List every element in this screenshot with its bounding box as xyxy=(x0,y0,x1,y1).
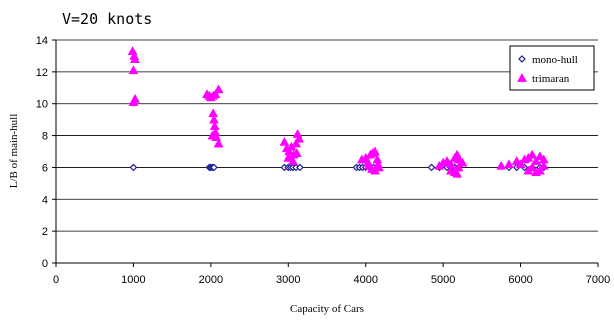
data-point-trimaran xyxy=(279,136,290,146)
x-tick-label: 4000 xyxy=(353,274,377,286)
data-point-trimaran xyxy=(213,84,224,94)
data-point-trimaran xyxy=(515,159,526,169)
y-tick-label: 14 xyxy=(36,35,48,47)
data-point-trimaran xyxy=(496,160,507,170)
legend-marker-trimaran xyxy=(517,72,527,82)
grid-layer xyxy=(56,39,598,232)
data-point-trimaran xyxy=(373,162,384,172)
axes-layer xyxy=(55,40,598,264)
data-point-mono-hull xyxy=(210,163,218,172)
data-point-trimaran xyxy=(452,149,463,159)
x-tick-label: 7000 xyxy=(586,274,610,286)
data-point-trimaran xyxy=(210,89,221,99)
data-point-trimaran xyxy=(504,159,514,169)
data-point-trimaran xyxy=(535,165,545,175)
data-point-trimaran xyxy=(207,130,218,140)
data-point-trimaran xyxy=(291,148,302,157)
y-tick-label: 12 xyxy=(36,67,48,79)
x-tick-label: 5000 xyxy=(431,274,455,286)
data-point-trimaran xyxy=(291,138,301,148)
data-point-trimaran xyxy=(453,162,464,172)
data-point-mono-hull xyxy=(427,163,436,172)
x-axis-label: Capacity of Cars xyxy=(290,303,364,315)
y-tick-label: 8 xyxy=(42,131,48,143)
y-axis-label: L/B of main-hull xyxy=(8,114,20,189)
data-point-trimaran xyxy=(452,168,463,178)
points-layer xyxy=(127,46,549,178)
x-tick-label: 6000 xyxy=(508,274,532,286)
y-tick-label: 2 xyxy=(42,226,48,238)
legend-box xyxy=(509,45,595,91)
legend-label: mono-hull xyxy=(532,54,578,66)
data-point-trimaran xyxy=(527,162,538,172)
data-point-mono-hull xyxy=(129,163,138,172)
ticks-layer: 0 2 4 6 8 10 12 14 0 1000 2000 3000 4000 5000 6000 7000 xyxy=(36,35,610,286)
data-point-trimaran xyxy=(538,160,549,170)
legend-marker-mono-hull xyxy=(518,55,526,63)
data-point-trimaran xyxy=(208,108,219,118)
legend: mono-hull trimaran xyxy=(509,45,595,91)
data-point-trimaran xyxy=(294,133,305,143)
data-point-trimaran xyxy=(288,156,298,165)
y-tick-label: 6 xyxy=(42,162,48,174)
data-point-trimaran xyxy=(292,128,303,138)
y-tick-label: 10 xyxy=(36,99,48,111)
data-point-mono-hull xyxy=(296,163,304,172)
x-tick-label: 2000 xyxy=(199,274,223,286)
x-tick-label: 0 xyxy=(53,274,59,286)
data-point-trimaran xyxy=(128,97,139,106)
data-point-trimaran xyxy=(127,46,138,55)
data-point-trimaran xyxy=(457,157,468,167)
data-point-trimaran xyxy=(213,138,224,148)
data-point-trimaran xyxy=(370,146,380,156)
chart-title: V=20 knots xyxy=(62,10,152,28)
data-point-trimaran xyxy=(531,156,541,165)
data-point-trimaran xyxy=(128,65,139,75)
y-tick-label: 0 xyxy=(42,258,48,270)
y-tick-label: 4 xyxy=(42,194,48,206)
data-point-trimaran xyxy=(130,54,140,63)
legend-label: trimaran xyxy=(532,73,570,85)
x-tick-label: 1000 xyxy=(121,274,145,286)
data-point-trimaran xyxy=(283,152,294,162)
data-point-trimaran xyxy=(527,149,538,159)
x-tick-label: 3000 xyxy=(276,274,300,286)
